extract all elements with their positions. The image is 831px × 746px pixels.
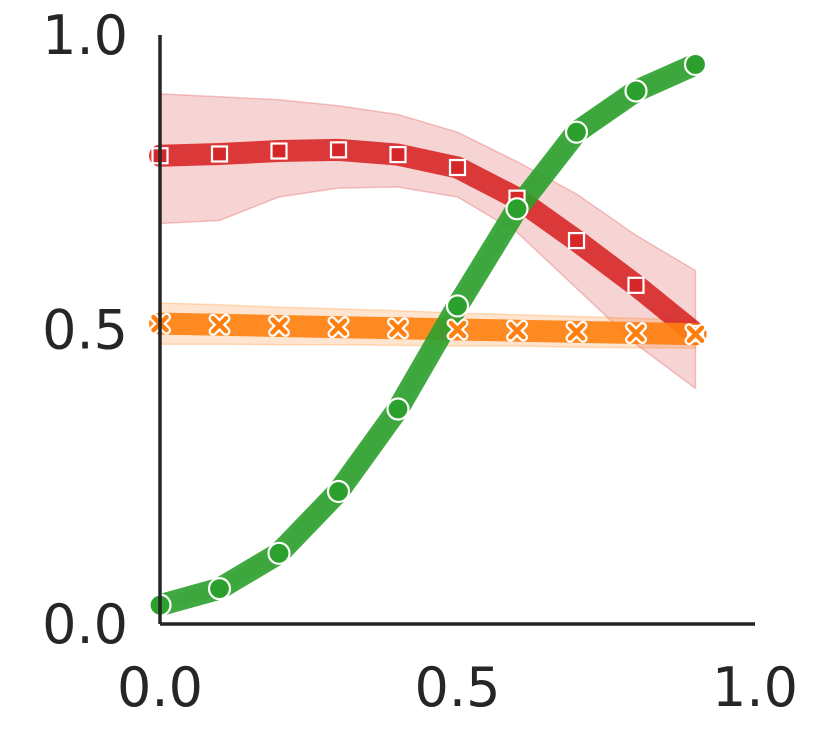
green-marker-2 (267, 541, 291, 565)
red-marker-5 (448, 158, 467, 177)
series-lines (149, 53, 707, 617)
y-tick-label-1: 0.5 (42, 299, 128, 362)
orange-marker-8 (625, 322, 647, 345)
red-confidence-band (159, 93, 697, 390)
green-marker-5 (445, 294, 470, 318)
green-marker-7 (564, 120, 589, 144)
red-marker-2 (270, 142, 288, 160)
x-tick-label-2: 1.0 (712, 656, 798, 719)
axes (158, 35, 755, 626)
red-marker-8 (627, 276, 645, 294)
y-tick-label-0: 0.0 (42, 593, 128, 656)
orange-marker-7 (565, 320, 588, 343)
green-marker-1 (207, 577, 232, 601)
green-marker-3 (326, 479, 351, 504)
green-series-line (149, 53, 707, 617)
orange-marker-2 (268, 314, 290, 337)
series-markers (148, 52, 708, 617)
green-marker-8 (624, 79, 648, 103)
red-marker-1 (210, 145, 229, 163)
orange-marker-3 (327, 316, 350, 339)
orange-marker-5 (446, 318, 469, 341)
green-marker-6 (505, 197, 529, 221)
x-tick-label-1: 0.5 (415, 656, 501, 719)
x-tick-label-0: 0.0 (117, 656, 203, 719)
orange-marker-4 (387, 317, 409, 340)
orange-marker-1 (208, 313, 231, 336)
red-marker-3 (329, 141, 348, 159)
green-marker-4 (386, 397, 410, 421)
orange-marker-9 (684, 323, 707, 346)
y-tick-label-2: 1.0 (42, 4, 128, 67)
green-marker-9 (683, 52, 708, 77)
red-marker-7 (567, 231, 586, 250)
orange-marker-6 (506, 319, 528, 342)
red-marker-4 (389, 145, 407, 164)
red-series-line (149, 138, 707, 345)
x-tick-labels: 0.0 0.5 1.0 (117, 656, 798, 719)
y-tick-labels: 0.0 0.5 1.0 (42, 4, 128, 656)
orange-series-line (149, 312, 707, 346)
